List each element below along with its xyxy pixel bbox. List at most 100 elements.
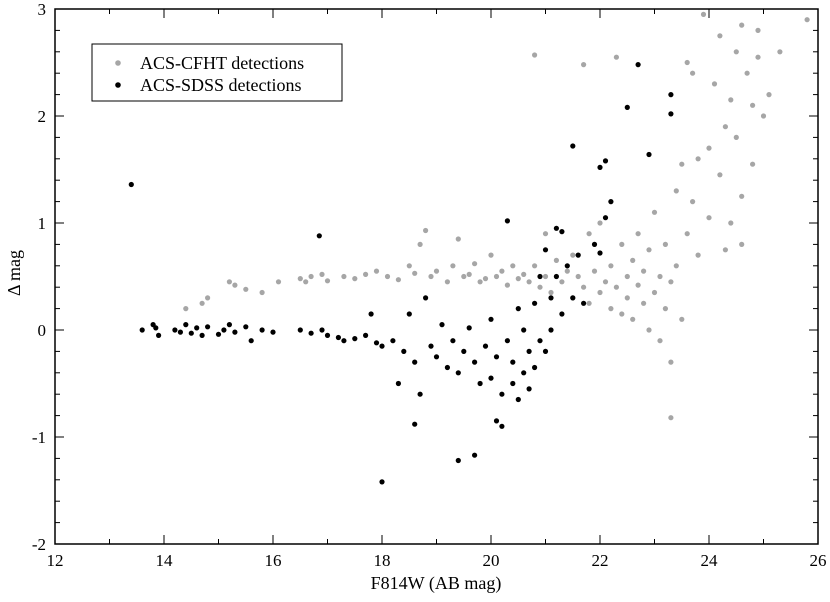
point-series-0-112	[755, 27, 761, 33]
point-series-1-88	[597, 164, 603, 170]
point-series-0-47	[553, 257, 560, 263]
point-series-1-0	[128, 181, 134, 188]
point-series-0-111	[755, 54, 761, 60]
point-series-0-53	[581, 62, 587, 68]
point-series-0-76	[646, 247, 652, 253]
point-series-0-19	[406, 263, 412, 269]
point-series-1-86	[581, 300, 587, 306]
point-series-1-71	[532, 364, 538, 371]
point-series-0-113	[760, 113, 767, 119]
point-series-1-24	[324, 332, 331, 338]
point-series-0-20	[412, 270, 418, 276]
point-series-1-21	[308, 330, 314, 336]
point-series-0-62	[608, 263, 614, 269]
point-series-1-9	[194, 325, 200, 331]
point-series-1-68	[526, 386, 532, 392]
point-series-0-42	[532, 263, 538, 269]
point-series-1-19	[270, 329, 276, 335]
legend-marker-acs-sdss	[115, 82, 121, 88]
point-series-1-33	[390, 338, 396, 344]
point-series-0-48	[559, 279, 565, 285]
point-series-0-16	[373, 268, 380, 274]
point-series-1-59	[499, 423, 505, 429]
point-series-0-12	[324, 278, 331, 284]
point-series-0-70	[630, 316, 636, 322]
point-series-1-76	[548, 295, 554, 301]
point-series-0-38	[515, 276, 521, 282]
point-series-0-45	[542, 273, 549, 280]
point-series-0-10	[308, 273, 314, 280]
point-series-0-87	[673, 263, 679, 269]
point-series-1-56	[493, 354, 500, 360]
x-tick-label: 12	[47, 551, 64, 570]
point-series-1-95	[646, 151, 652, 158]
point-series-0-73	[641, 300, 647, 306]
point-series-1-75	[542, 348, 549, 354]
point-series-1-60	[504, 218, 510, 224]
point-series-0-101	[722, 247, 729, 253]
point-series-0-74	[641, 268, 647, 274]
point-series-0-4	[232, 282, 238, 288]
point-series-0-59	[597, 220, 603, 226]
point-series-0-83	[668, 279, 674, 285]
point-series-0-18	[395, 277, 401, 283]
x-tick-label: 16	[265, 551, 282, 570]
point-series-0-66	[619, 311, 625, 317]
point-series-1-66	[521, 370, 527, 376]
point-series-0-65	[619, 241, 625, 247]
y-axis-label: Δ mag	[4, 250, 24, 296]
point-series-0-114	[766, 92, 772, 98]
point-series-1-25	[335, 334, 341, 341]
point-series-1-79	[553, 273, 560, 280]
point-series-0-44	[542, 231, 549, 237]
point-series-1-65	[515, 306, 521, 312]
point-series-0-34	[493, 273, 500, 280]
y-tick-label: 2	[38, 107, 47, 126]
point-series-0-98	[711, 81, 718, 87]
legend-label-acs-sdss: ACS-SDSS detections	[140, 75, 302, 95]
point-series-0-116	[804, 17, 810, 23]
point-series-0-71	[635, 282, 641, 288]
point-series-1-51	[472, 359, 478, 365]
point-series-0-86	[673, 188, 679, 194]
point-series-0-100	[717, 172, 723, 178]
point-series-1-30	[373, 340, 380, 346]
point-series-0-96	[706, 145, 712, 151]
point-series-1-17	[248, 338, 254, 344]
point-series-0-13	[341, 273, 347, 280]
point-series-0-35	[499, 268, 505, 274]
point-series-1-64	[515, 396, 521, 403]
point-series-0-8	[297, 276, 303, 282]
point-series-1-52	[477, 380, 483, 387]
y-tick-label: 0	[38, 321, 47, 340]
point-series-0-93	[690, 199, 696, 205]
point-series-0-26	[450, 263, 456, 269]
point-series-0-22	[423, 227, 429, 234]
point-series-1-55	[488, 316, 494, 322]
point-series-0-36	[504, 282, 510, 288]
x-tick-label: 18	[374, 551, 391, 570]
point-series-0-118	[722, 124, 729, 130]
point-series-1-31	[379, 479, 385, 485]
point-series-0-41	[532, 52, 538, 58]
point-series-0-49	[564, 268, 570, 274]
point-series-0-24	[433, 268, 440, 274]
point-series-0-54	[581, 284, 587, 290]
point-series-0-64	[613, 284, 620, 290]
ticks-layer	[54, 8, 819, 545]
point-series-1-62	[510, 380, 516, 387]
point-series-1-15	[232, 329, 238, 335]
point-series-0-69	[630, 257, 636, 263]
point-series-1-92	[608, 199, 614, 205]
point-series-0-9	[303, 279, 309, 285]
point-series-1-28	[363, 332, 369, 338]
point-series-0-92	[690, 70, 696, 76]
point-series-0-21	[417, 241, 423, 247]
point-series-0-103	[728, 220, 734, 226]
point-series-1-89	[597, 250, 603, 256]
point-series-0-68	[624, 295, 630, 301]
point-series-1-10	[199, 332, 205, 338]
point-series-0-5	[243, 286, 249, 292]
